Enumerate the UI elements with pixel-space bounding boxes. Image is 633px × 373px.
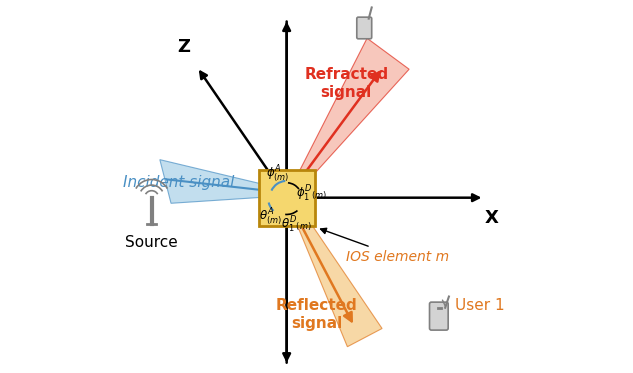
Text: Reflected
signal: Reflected signal	[275, 298, 358, 331]
Polygon shape	[160, 160, 285, 203]
Text: User 1: User 1	[454, 298, 504, 313]
FancyBboxPatch shape	[259, 170, 315, 226]
Text: X: X	[485, 209, 499, 227]
Text: IOS element m: IOS element m	[320, 228, 449, 264]
Text: $\phi^D_1{}_{(m)}$: $\phi^D_1{}_{(m)}$	[296, 184, 327, 204]
Text: Incident signal: Incident signal	[123, 175, 234, 190]
Text: $\phi^A_{(m)}$: $\phi^A_{(m)}$	[266, 163, 290, 185]
Text: Source: Source	[125, 235, 178, 250]
Text: Z: Z	[177, 38, 190, 56]
Text: $\theta^D_1{}_{(m)}$: $\theta^D_1{}_{(m)}$	[281, 214, 311, 235]
Polygon shape	[286, 38, 409, 200]
FancyBboxPatch shape	[430, 302, 448, 330]
Polygon shape	[286, 195, 382, 347]
Text: Refracted
signal: Refracted signal	[304, 67, 389, 100]
Text: $\theta^A_{(m)}$: $\theta^A_{(m)}$	[259, 207, 282, 229]
FancyBboxPatch shape	[357, 17, 372, 39]
